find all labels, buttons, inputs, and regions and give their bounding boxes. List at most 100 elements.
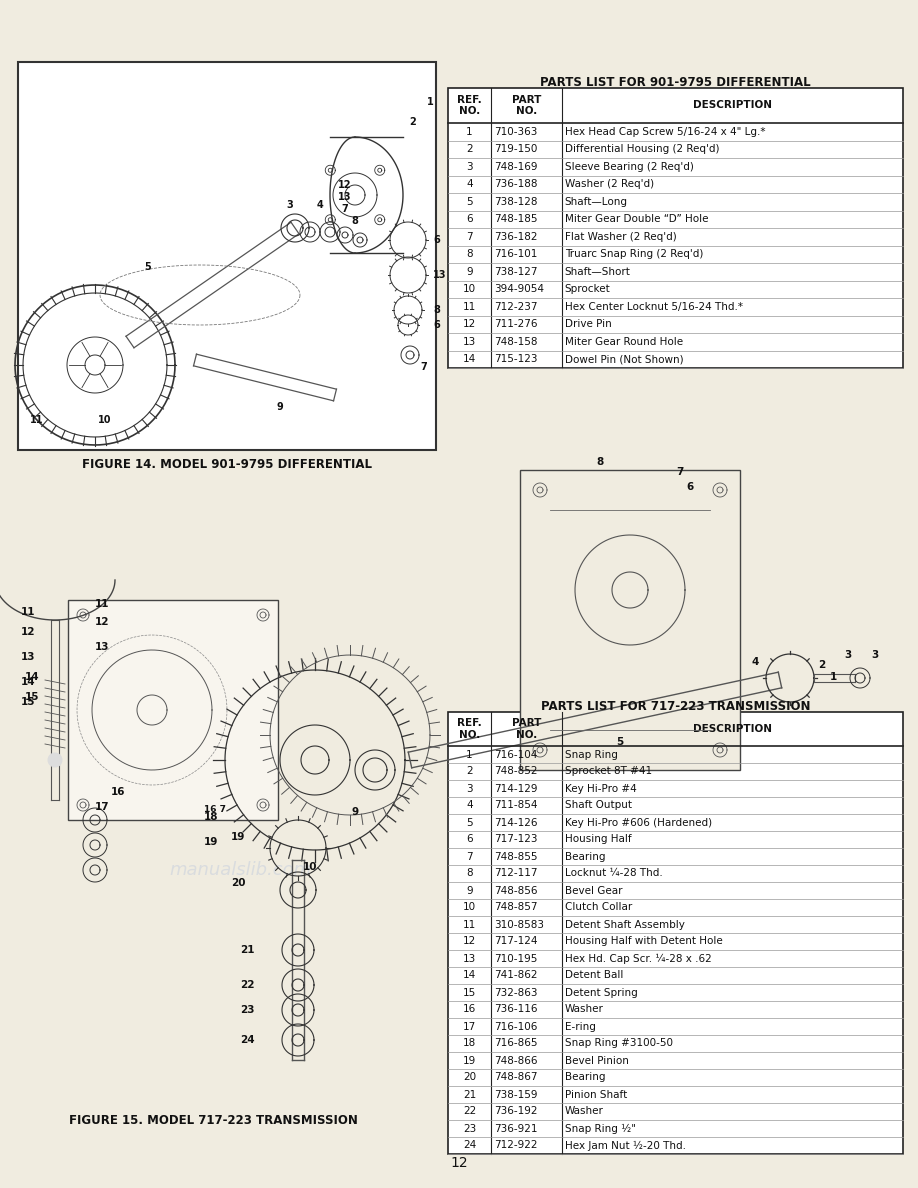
Text: 8: 8 bbox=[597, 457, 604, 467]
Text: 8: 8 bbox=[466, 868, 473, 878]
Text: 1: 1 bbox=[427, 97, 433, 107]
Text: DESCRIPTION: DESCRIPTION bbox=[693, 723, 772, 734]
Text: 3: 3 bbox=[466, 784, 473, 794]
Text: 736-188: 736-188 bbox=[494, 179, 538, 189]
Text: 5: 5 bbox=[145, 263, 151, 272]
Text: 18: 18 bbox=[204, 813, 218, 822]
Text: 736-116: 736-116 bbox=[494, 1005, 538, 1015]
Text: 4: 4 bbox=[466, 179, 473, 189]
Bar bbox=[18, 62, 436, 450]
Text: Key Hi-Pro #4: Key Hi-Pro #4 bbox=[565, 784, 636, 794]
Text: 748-169: 748-169 bbox=[494, 162, 538, 172]
Text: 15: 15 bbox=[21, 697, 35, 707]
Text: 21: 21 bbox=[241, 944, 255, 955]
Text: FIGURE 15. MODEL 717-223 TRANSMISSION: FIGURE 15. MODEL 717-223 TRANSMISSION bbox=[69, 1113, 357, 1126]
Text: 1: 1 bbox=[830, 672, 837, 682]
Text: REF.
NO.: REF. NO. bbox=[457, 95, 482, 116]
Text: 714-129: 714-129 bbox=[494, 784, 538, 794]
Text: 748-158: 748-158 bbox=[494, 336, 538, 347]
Text: Clutch Collar: Clutch Collar bbox=[565, 903, 632, 912]
Text: 9: 9 bbox=[352, 807, 359, 817]
Text: 736-182: 736-182 bbox=[494, 232, 538, 241]
Text: 10: 10 bbox=[303, 862, 318, 872]
Text: Bearing: Bearing bbox=[565, 1073, 605, 1082]
Text: Housing Half: Housing Half bbox=[565, 834, 632, 845]
Text: 748-857: 748-857 bbox=[494, 903, 538, 912]
Text: Shaft—Short: Shaft—Short bbox=[565, 267, 631, 277]
Text: 712-922: 712-922 bbox=[494, 1140, 538, 1150]
Text: 13: 13 bbox=[338, 192, 352, 202]
Text: 10: 10 bbox=[463, 903, 476, 912]
Text: 717-123: 717-123 bbox=[494, 834, 538, 845]
Text: 11: 11 bbox=[463, 302, 476, 311]
Text: 18: 18 bbox=[463, 1038, 476, 1049]
Text: 711-276: 711-276 bbox=[494, 320, 538, 329]
Text: 710-363: 710-363 bbox=[494, 127, 538, 137]
Text: PARTS LIST FOR 717-223 TRANSMISSION: PARTS LIST FOR 717-223 TRANSMISSION bbox=[541, 700, 811, 713]
Text: 738-127: 738-127 bbox=[494, 267, 538, 277]
Text: 748-856: 748-856 bbox=[494, 885, 538, 896]
Text: 12: 12 bbox=[463, 936, 476, 947]
Text: 736-192: 736-192 bbox=[494, 1106, 538, 1117]
Circle shape bbox=[48, 753, 62, 767]
Text: 732-863: 732-863 bbox=[494, 987, 538, 998]
Text: 5: 5 bbox=[616, 737, 623, 747]
Text: 310-8583: 310-8583 bbox=[494, 920, 544, 929]
Text: 738-159: 738-159 bbox=[494, 1089, 538, 1100]
Text: 14: 14 bbox=[463, 971, 476, 980]
Bar bbox=[448, 712, 903, 1154]
Text: 736-921: 736-921 bbox=[494, 1124, 538, 1133]
Text: 10: 10 bbox=[98, 415, 112, 425]
Text: 5: 5 bbox=[466, 817, 473, 828]
Text: 19: 19 bbox=[230, 832, 245, 842]
Text: 4: 4 bbox=[466, 801, 473, 810]
Text: 12: 12 bbox=[21, 627, 35, 637]
Text: Detent Spring: Detent Spring bbox=[565, 987, 637, 998]
Text: 3: 3 bbox=[286, 200, 294, 210]
Text: 20: 20 bbox=[463, 1073, 476, 1082]
Text: 3: 3 bbox=[466, 162, 473, 172]
Text: 6: 6 bbox=[433, 320, 440, 330]
Text: Truarc Snap Ring (2 Req'd): Truarc Snap Ring (2 Req'd) bbox=[565, 249, 703, 259]
Text: 12: 12 bbox=[450, 1156, 468, 1170]
Text: 12: 12 bbox=[338, 181, 352, 190]
Bar bbox=[520, 470, 740, 770]
Text: Shaft Output: Shaft Output bbox=[565, 801, 632, 810]
Bar bbox=[448, 88, 903, 368]
Text: 738-128: 738-128 bbox=[494, 197, 538, 207]
Text: 712-117: 712-117 bbox=[494, 868, 538, 878]
Text: Snap Ring ½": Snap Ring ½" bbox=[565, 1124, 636, 1133]
Text: 712-237: 712-237 bbox=[494, 302, 538, 311]
Text: 19: 19 bbox=[204, 838, 218, 847]
Text: 11: 11 bbox=[21, 607, 35, 617]
Text: 748-855: 748-855 bbox=[494, 852, 538, 861]
Text: 715-123: 715-123 bbox=[494, 354, 538, 365]
Text: 716-106: 716-106 bbox=[494, 1022, 538, 1031]
Text: 6: 6 bbox=[433, 235, 440, 245]
Text: 15: 15 bbox=[25, 691, 39, 702]
Text: 6: 6 bbox=[466, 834, 473, 845]
Text: 11: 11 bbox=[30, 415, 44, 425]
Text: 3: 3 bbox=[845, 650, 852, 661]
Text: 24: 24 bbox=[241, 1035, 255, 1045]
Text: 11: 11 bbox=[463, 920, 476, 929]
Text: Drive Pin: Drive Pin bbox=[565, 320, 611, 329]
Text: 4: 4 bbox=[751, 657, 758, 666]
Text: Detent Ball: Detent Ball bbox=[565, 971, 623, 980]
Text: Bearing: Bearing bbox=[565, 852, 605, 861]
Text: 1: 1 bbox=[466, 127, 473, 137]
Text: Differential Housing (2 Req'd): Differential Housing (2 Req'd) bbox=[565, 144, 719, 154]
Text: 6: 6 bbox=[687, 482, 694, 492]
Text: DESCRIPTION: DESCRIPTION bbox=[693, 101, 772, 110]
Text: 710-195: 710-195 bbox=[494, 954, 538, 963]
Text: 5: 5 bbox=[466, 197, 473, 207]
Text: REF.
NO.: REF. NO. bbox=[457, 719, 482, 740]
Text: 9: 9 bbox=[276, 402, 284, 412]
Text: 7: 7 bbox=[677, 467, 684, 478]
Text: 17: 17 bbox=[95, 802, 109, 813]
Text: manualslib.com: manualslib.com bbox=[169, 861, 311, 879]
Text: 11: 11 bbox=[95, 599, 109, 609]
Text: 14: 14 bbox=[21, 677, 35, 687]
Text: 748-866: 748-866 bbox=[494, 1055, 538, 1066]
Text: Washer (2 Req'd): Washer (2 Req'd) bbox=[565, 179, 654, 189]
